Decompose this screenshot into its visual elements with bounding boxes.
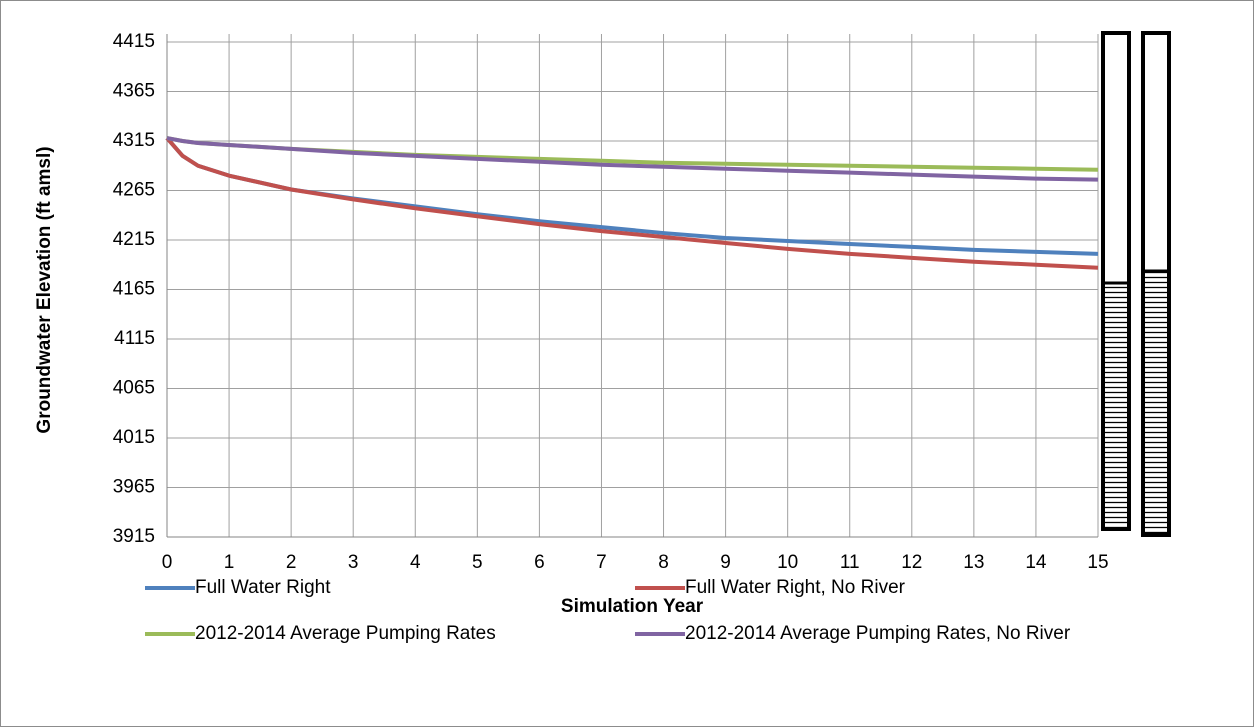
y-axis-title: Groundwater Elevation (ft amsl) (34, 146, 55, 433)
series-line (166, 136, 1099, 182)
x-tick-label: 15 (1087, 552, 1108, 573)
y-tick-label: 4215 (113, 229, 155, 250)
well-water (1104, 283, 1128, 528)
x-tick-label: 2 (286, 552, 297, 573)
legend-label: 2012-2014 Average Pumping Rates (195, 623, 496, 644)
x-tick-label: 3 (348, 552, 359, 573)
x-tick-label: 12 (901, 552, 922, 573)
x-tick-label: 9 (720, 552, 731, 573)
x-tick-label: 10 (777, 552, 798, 573)
y-tick-label: 4165 (113, 279, 155, 300)
x-tick-label: 8 (658, 552, 669, 573)
well-diagrams (1101, 31, 1171, 537)
y-tick-label: 4365 (113, 81, 155, 102)
legend-label: 2012-2014 Average Pumping Rates, No Rive… (685, 623, 1071, 644)
y-tick-label: 3915 (113, 526, 155, 547)
x-tick-label: 0 (162, 552, 173, 573)
legend-label: Full Water Right (195, 577, 331, 598)
y-tick-label: 4015 (113, 427, 155, 448)
y-tick-label: 4415 (113, 31, 155, 52)
x-tick-label: 14 (1025, 552, 1047, 573)
y-tick-label: 3965 (113, 477, 155, 498)
x-tick-label: 7 (596, 552, 607, 573)
y-tick-label: 4115 (114, 328, 155, 349)
x-tick-label: 13 (963, 552, 984, 573)
x-tick-label: 5 (472, 552, 483, 573)
x-tick-label: 6 (534, 552, 545, 573)
series-line (165, 136, 1099, 270)
y-tick-label: 4065 (113, 378, 155, 399)
x-tick-label: 1 (224, 552, 235, 573)
x-axis-title: Simulation Year (561, 596, 704, 617)
well-water (1144, 271, 1168, 534)
x-tick-label: 4 (410, 552, 421, 573)
y-tick-label: 4265 (113, 180, 155, 201)
legend-label: Full Water Right, No River (685, 577, 906, 598)
x-tick-label: 11 (840, 552, 860, 573)
y-tick-label: 4315 (113, 130, 155, 151)
